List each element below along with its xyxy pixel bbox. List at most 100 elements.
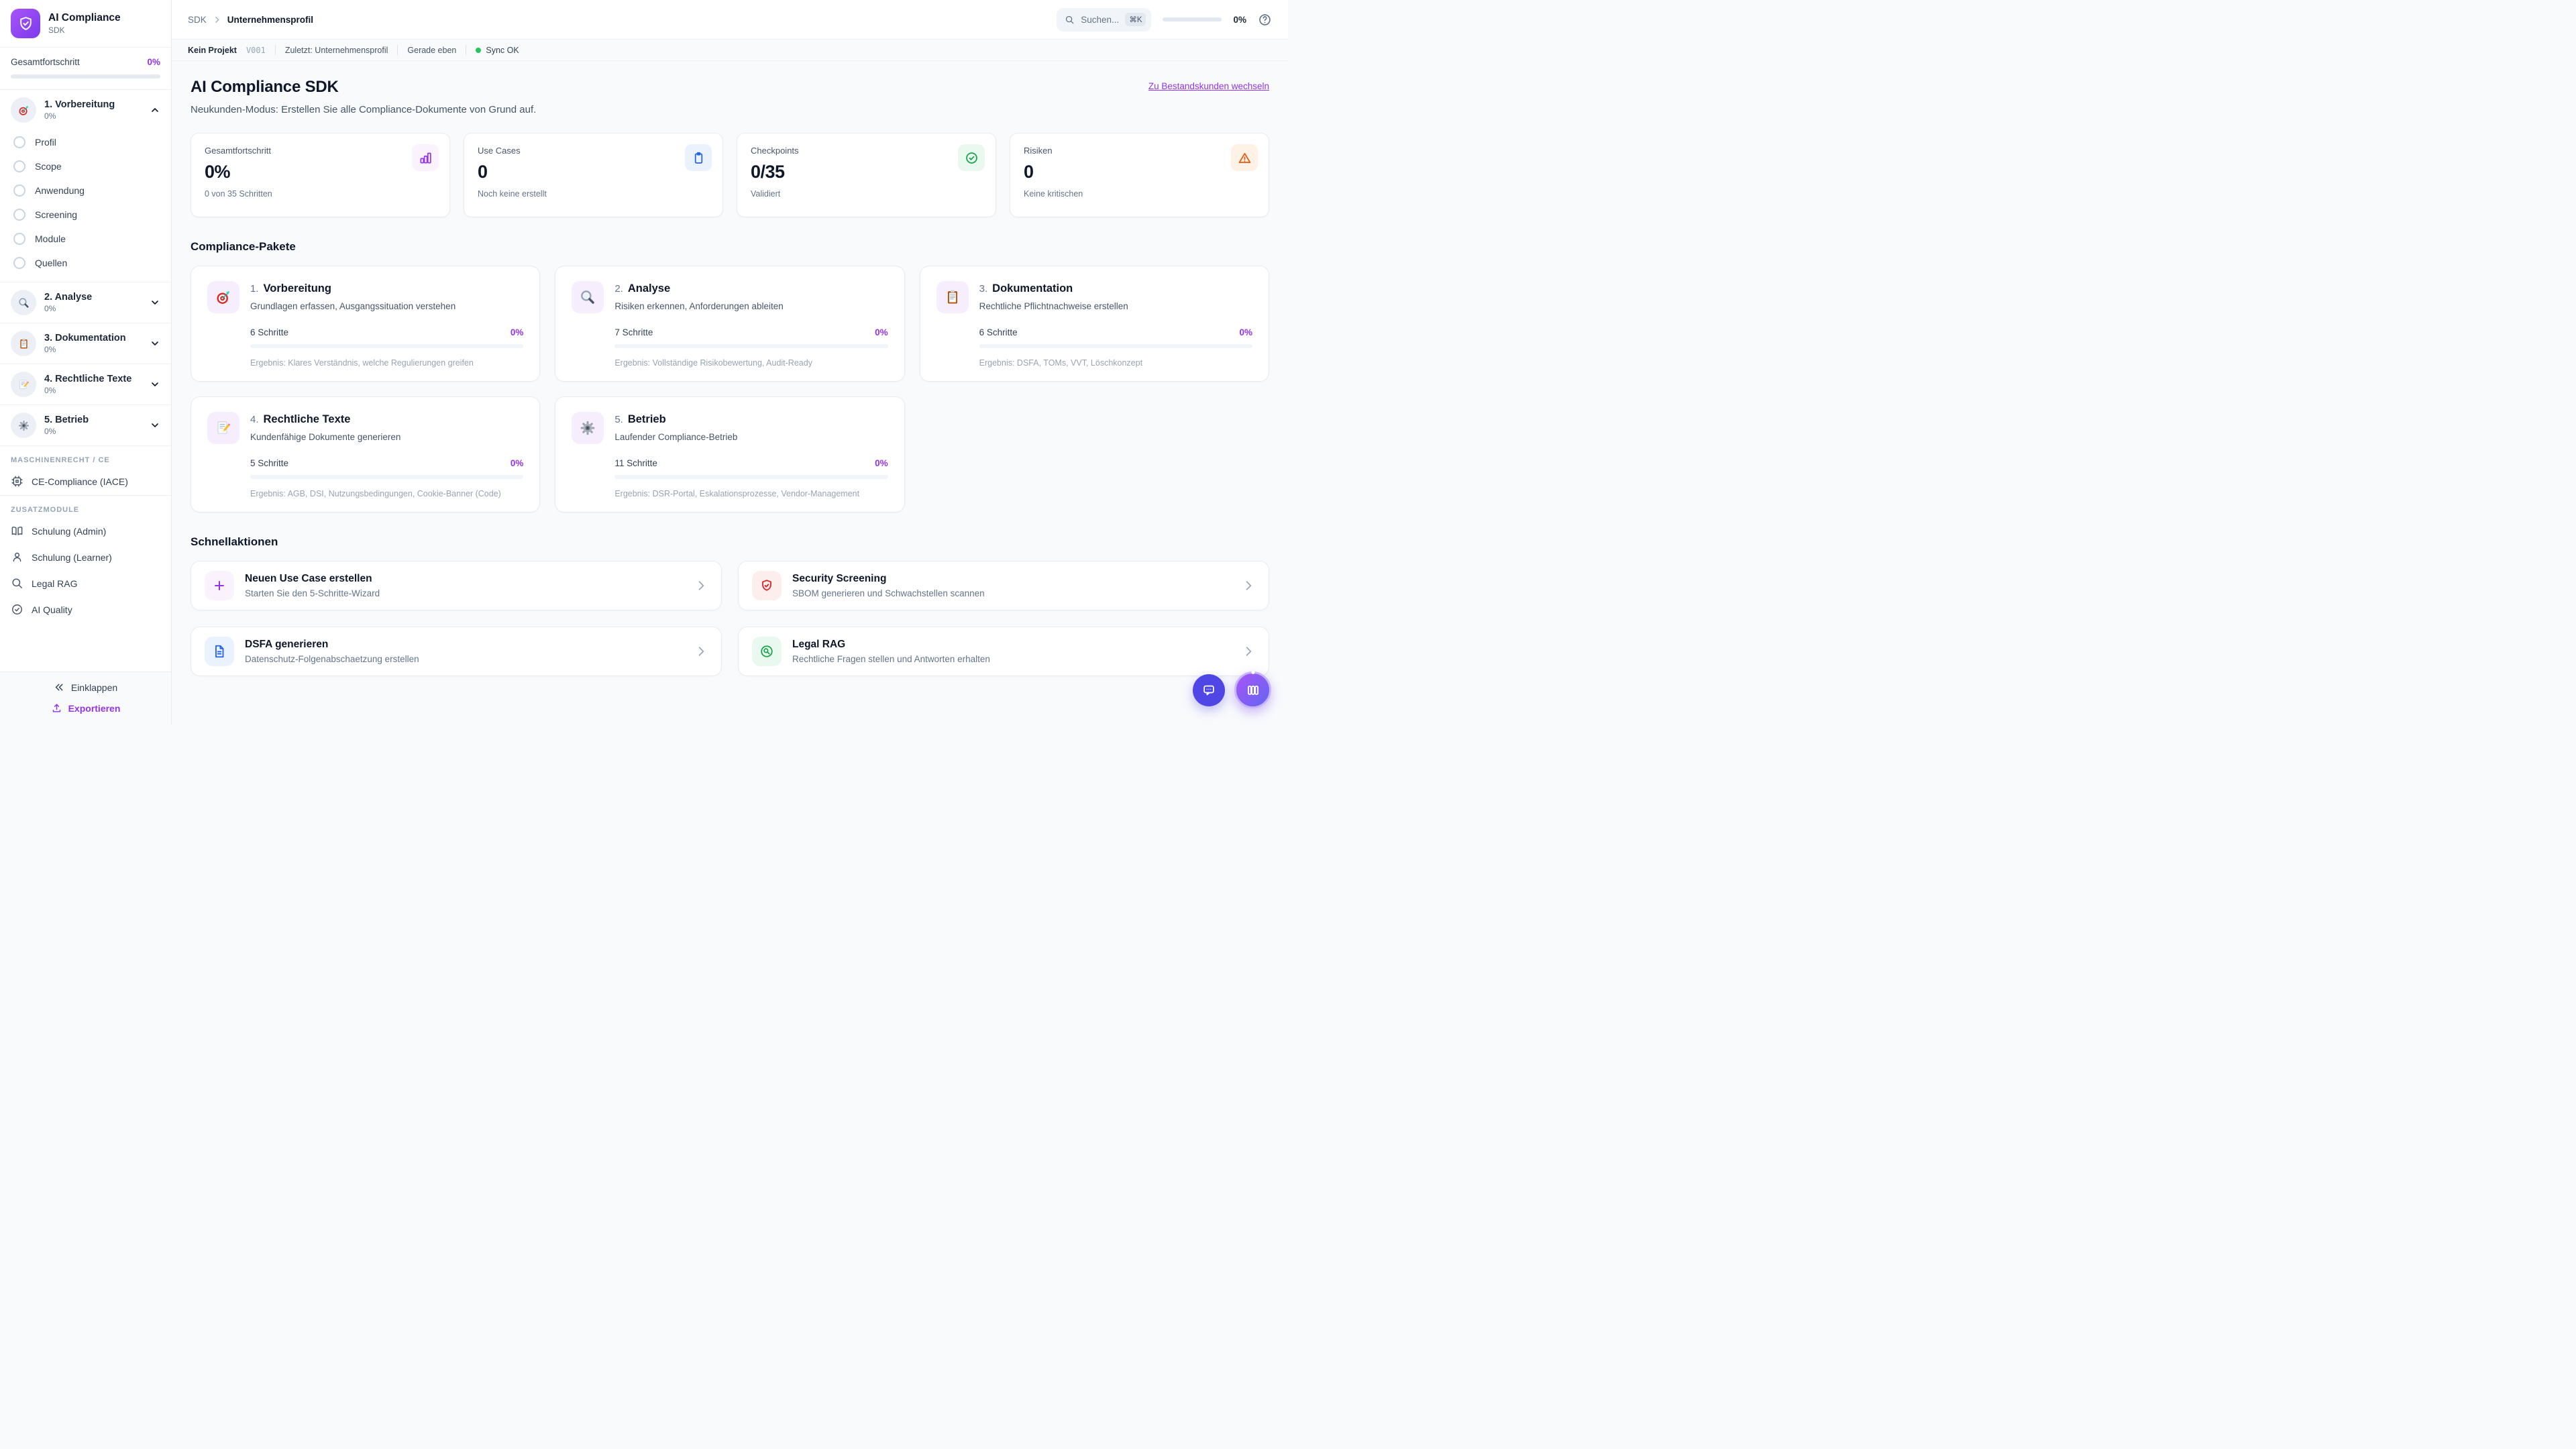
chevrons-left-icon (54, 682, 65, 693)
phase-title: 4. Rechtliche Texte (44, 374, 132, 384)
quick-action-subtitle: Datenschutz-Folgenabschaetzung erstellen (245, 654, 419, 664)
shield-check-icon (752, 571, 782, 600)
gear-icon (11, 413, 36, 438)
sidebar-item-ai-quality[interactable]: AI Quality (0, 597, 171, 623)
switch-mode-link[interactable]: Zu Bestandskunden wechseln (1148, 81, 1269, 91)
package-result: Ergebnis: DSR-Portal, Eskalationsprozess… (614, 489, 860, 498)
package-steps: 6 Schritte (250, 327, 289, 337)
sidebar-item-label: Schulung (Learner) (32, 551, 112, 563)
chevron-down-icon (150, 379, 160, 390)
sidebar-phase-vorbereitung[interactable]: 1. Vorbereitung 0% (0, 90, 171, 130)
package-steps: 7 Schritte (614, 327, 653, 337)
header-progress-bar (1163, 17, 1222, 21)
stat-sub: Keine kritischen (1024, 189, 1083, 199)
package-number: 3. (979, 283, 988, 294)
check-circle-icon (958, 144, 985, 171)
search-shortcut-badge: ⌘K (1125, 13, 1146, 26)
package-card-dokumentation[interactable]: 3. Dokumentation Rechtliche Pflichtnachw… (919, 266, 1269, 382)
sidebar-phase-rechtliche-texte[interactable]: 4. Rechtliche Texte 0% (0, 364, 171, 405)
quick-action-subtitle: Starten Sie den 5-Schritte-Wizard (245, 588, 380, 598)
subitem-label: Anwendung (35, 185, 85, 196)
last-edited: Zuletzt: Unternehmensprofil (284, 45, 388, 55)
sidebar-item-label: CE-Compliance (IACE) (32, 476, 128, 487)
quick-action-legal-rag[interactable]: Legal RAG Rechtliche Fragen stellen und … (738, 627, 1269, 676)
package-percent: 0% (875, 327, 888, 337)
app-logo (11, 9, 40, 38)
quick-action-security-screening[interactable]: Security Screening SBOM generieren und S… (738, 561, 1269, 610)
package-steps: 6 Schritte (979, 327, 1018, 337)
sidebar-item-label: AI Quality (32, 604, 72, 615)
package-card-analyse[interactable]: 2. Analyse Risiken erkennen, Anforderung… (555, 266, 905, 382)
package-title: Dokumentation (992, 282, 1073, 294)
quick-action-dsfa[interactable]: DSFA generieren Datenschutz-Folgenabscha… (191, 627, 722, 676)
subitem-label: Profil (35, 137, 56, 148)
kanban-fab-button[interactable] (1234, 672, 1271, 708)
sidebar-item-screening[interactable]: Screening (0, 203, 171, 227)
subitem-label: Module (35, 233, 66, 244)
magnifier-icon (572, 281, 604, 313)
last-edited-time: Gerade eben (407, 45, 457, 55)
package-card-rechtliche-texte[interactable]: 4. Rechtliche Texte Kundenfähige Dokumen… (191, 396, 541, 513)
help-icon[interactable] (1258, 13, 1272, 27)
target-icon (207, 281, 239, 313)
sidebar-phase-analyse[interactable]: 2. Analyse 0% (0, 282, 171, 323)
quick-action-title: Legal RAG (792, 639, 846, 650)
stat-value: 0% (205, 162, 231, 182)
package-card-vorbereitung[interactable]: 1. Vorbereitung Grundlagen erfassen, Aus… (191, 266, 541, 382)
upload-icon (51, 702, 62, 714)
clipboard-icon (11, 331, 36, 356)
package-progress-bar (250, 475, 524, 479)
search-circle-icon (752, 637, 782, 666)
package-card-betrieb[interactable]: 5. Betrieb Laufender Compliance-Betrieb … (555, 396, 905, 513)
chevron-up-icon (150, 105, 160, 115)
sidebar-item-module[interactable]: Module (0, 227, 171, 251)
sidebar-item-legal-rag[interactable]: Legal RAG (0, 571, 171, 597)
sidebar-item-schulung-admin[interactable]: Schulung (Admin) (0, 519, 171, 545)
quick-action-subtitle: SBOM generieren und Schwachstellen scann… (792, 588, 985, 598)
app-title-block: AI Compliance SDK (48, 12, 121, 35)
package-title: Betrieb (627, 413, 666, 425)
package-percent: 0% (510, 458, 524, 468)
stat-label: Checkpoints (751, 146, 799, 156)
chevron-down-icon (150, 338, 160, 349)
sidebar-phase-betrieb[interactable]: 5. Betrieb 0% (0, 405, 171, 445)
package-description: Kundenfähige Dokumente generieren (250, 432, 401, 442)
phase-percent: 0% (44, 304, 56, 313)
sidebar-phase-dokumentation[interactable]: 3. Dokumentation 0% (0, 323, 171, 364)
chevron-down-icon (150, 297, 160, 308)
divider (397, 45, 398, 55)
stat-card-use-cases: Use Cases 0 Noch keine erstellt (464, 133, 723, 217)
header-progress-value: 0% (1233, 14, 1246, 25)
chat-fab-button[interactable] (1193, 674, 1225, 706)
app-root: AI Compliance SDK Gesamtfortschritt 0% 1… (0, 0, 1288, 724)
step-radio (13, 209, 25, 221)
project-name: Kein Projekt (188, 45, 237, 55)
package-progress-bar (614, 344, 888, 348)
package-number: 1. (250, 283, 259, 294)
search-input[interactable]: Suchen... ⌘K (1057, 7, 1152, 32)
package-description: Risiken erkennen, Anforderungen ableiten (614, 301, 784, 311)
phase-title: 5. Betrieb (44, 415, 89, 425)
package-title: Analyse (627, 282, 671, 294)
sidebar-item-quellen[interactable]: Quellen (0, 251, 171, 275)
package-result: Ergebnis: Klares Verständnis, welche Reg… (250, 358, 474, 368)
sidebar-item-schulung-learner[interactable]: Schulung (Learner) (0, 545, 171, 571)
section-label-zusatzmodule: ZUSATZMODULE (0, 495, 171, 519)
sidebar-item-profil[interactable]: Profil (0, 130, 171, 154)
sidebar-item-anwendung[interactable]: Anwendung (0, 178, 171, 203)
export-button[interactable]: Exportieren (11, 702, 160, 714)
quick-action-new-use-case[interactable]: Neuen Use Case erstellen Starten Sie den… (191, 561, 722, 610)
sidebar-item-scope[interactable]: Scope (0, 154, 171, 178)
target-icon (11, 97, 36, 123)
package-percent: 0% (875, 458, 888, 468)
collapse-sidebar-button[interactable]: Einklappen (11, 682, 160, 693)
breadcrumb-root[interactable]: SDK (188, 14, 207, 25)
quick-actions-grid: Neuen Use Case erstellen Starten Sie den… (191, 561, 1269, 676)
sidebar-item-ce-compliance[interactable]: CE-Compliance (IACE) (0, 469, 171, 495)
stat-card-checkpoints: Checkpoints 0/35 Validiert (737, 133, 996, 217)
package-result: Ergebnis: AGB, DSI, Nutzungsbedingungen,… (250, 489, 501, 498)
sidebar-footer: Einklappen Exportieren (0, 672, 171, 724)
step-radio (13, 184, 25, 197)
clipboard-icon (685, 144, 712, 171)
main-area: SDK Unternehmensprofil Suchen... ⌘K 0% K… (172, 0, 1288, 724)
